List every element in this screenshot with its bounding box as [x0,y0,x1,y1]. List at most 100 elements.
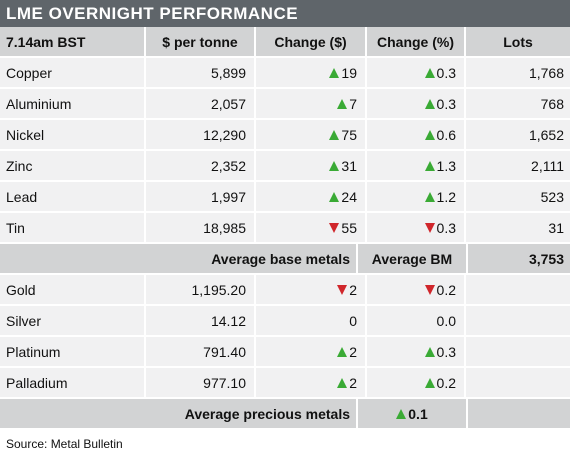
metal-change-pct-text: 0.2 [436,281,456,298]
metal-change-usd: 55 [256,213,367,242]
metal-lots-text: 523 [540,188,564,205]
metal-name-text: Tin [6,219,25,236]
metal-change-pct: 0.6 [367,120,466,149]
metal-change-pct-text: 0.3 [436,95,456,112]
metal-price: 2,057 [146,89,256,118]
metal-price: 1,997 [146,182,256,211]
metal-price-text: 1,195.20 [191,281,247,298]
header-lots: Lots [466,27,570,56]
metal-lots-text: 1,768 [528,64,564,81]
metal-name-text: Gold [6,281,36,298]
table-row: Gold 1,195.20 2 0.2 [0,275,570,306]
up-arrow-icon [329,67,340,78]
table-row: Copper 5,899 19 0.3 1,768 [0,58,570,89]
metal-lots-text: 2,111 [531,157,564,174]
up-arrow-icon [396,408,407,419]
up-arrow-icon [329,129,340,140]
metal-price: 5,899 [146,58,256,87]
metal-change-pct-text: 1.2 [436,188,456,205]
metal-name: Aluminium [0,89,146,118]
metal-name: Zinc [0,151,146,180]
metal-name: Lead [0,182,146,211]
metal-change-pct-text: 0.3 [436,219,456,236]
metal-change-usd: 24 [256,182,367,211]
table-row: Aluminium 2,057 7 0.3 768 [0,89,570,120]
table-row: Zinc 2,352 31 1.3 2,111 [0,151,570,182]
metal-price-text: 14.12 [210,312,246,329]
base-average-row: Average base metals Average BM 3,753 [0,244,570,275]
up-arrow-icon [337,346,348,357]
metal-change-usd-text: 31 [341,157,357,174]
metal-lots-empty [466,306,570,335]
up-arrow-icon [329,160,340,171]
metal-change-usd-text: 19 [341,64,357,81]
metal-change-pct: 0.3 [367,213,466,242]
metal-name-text: Nickel [6,126,45,143]
up-arrow-icon [337,98,348,109]
metal-name-text: Aluminium [6,95,72,112]
metal-price: 977.10 [146,368,256,397]
metal-change-usd: 31 [256,151,367,180]
metal-change-pct: 0.2 [367,368,466,397]
source-note: Source: Metal Bulletin [6,437,123,451]
metal-change-usd: 75 [256,120,367,149]
metal-change-usd-text: 2 [349,281,357,298]
precious-average-blank [468,399,570,428]
metal-lots-text: 768 [540,95,564,112]
metal-change-pct-text: 0.3 [436,64,456,81]
metal-lots-text: 1,652 [528,126,564,143]
table-row: Silver 14.12 0 0.0 [0,306,570,337]
metal-name: Copper [0,58,146,87]
metal-change-usd: 2 [256,275,367,304]
performance-table: 7.14am BST $ per tonne Change ($) Change… [0,27,570,430]
metal-lots: 1,652 [466,120,570,149]
header-change-pct: Change (%) [367,27,466,56]
header-price: $ per tonne [146,27,256,56]
metal-price-text: 977.10 [203,374,246,391]
metal-change-pct-text: 0.2 [436,374,456,391]
metal-price: 18,985 [146,213,256,242]
page-title: LME OVERNIGHT PERFORMANCE [0,0,570,27]
metal-name-text: Copper [6,64,52,81]
metal-price-text: 791.40 [203,343,246,360]
base-metals-rows: Copper 5,899 19 0.3 1,768 Aluminium 2,057 7 0.3 7… [0,58,570,244]
metal-name-text: Lead [6,188,38,205]
metal-change-usd: 19 [256,58,367,87]
down-arrow-icon [424,222,435,233]
precious-average-row: Average precious metals 0.1 [0,399,570,430]
metal-change-usd-text: 2 [349,374,357,391]
metal-change-usd-text: 2 [349,343,357,360]
metal-change-usd: 0 [256,306,367,335]
table-row: Platinum 791.40 2 0.3 [0,337,570,368]
metal-change-usd-text: 55 [341,219,357,236]
up-arrow-icon [424,191,435,202]
metal-name-text: Zinc [6,157,33,174]
metal-lots: 768 [466,89,570,118]
metal-lots-empty [466,337,570,366]
metal-name-text: Silver [6,312,42,329]
header-time: 7.14am BST [0,27,146,56]
metal-change-usd-text: 24 [341,188,357,205]
metal-price-text: 18,985 [203,219,246,236]
metal-change-pct: 1.2 [367,182,466,211]
metal-price-text: 1,997 [210,188,246,205]
metal-change-pct-text: 0.3 [436,343,456,360]
metal-name-text: Palladium [6,374,68,391]
up-arrow-icon [424,67,435,78]
metal-price: 12,290 [146,120,256,149]
metal-change-pct: 0.2 [367,275,466,304]
header-change-usd: Change ($) [256,27,367,56]
metal-lots: 1,768 [466,58,570,87]
precious-average-value-cell: 0.1 [358,399,468,428]
metal-price-text: 12,290 [203,126,246,143]
metal-change-usd-text: 75 [341,126,357,143]
metal-price-text: 2,057 [210,95,246,112]
metal-price-text: 2,352 [210,157,246,174]
metal-price: 14.12 [146,306,256,335]
metal-change-usd-text: 7 [349,95,357,112]
table-row: Palladium 977.10 2 0.2 [0,368,570,399]
metal-lots-empty [466,368,570,397]
up-arrow-icon [424,377,435,388]
metal-change-pct-text: 0.6 [436,126,456,143]
metal-name: Platinum [0,337,146,366]
